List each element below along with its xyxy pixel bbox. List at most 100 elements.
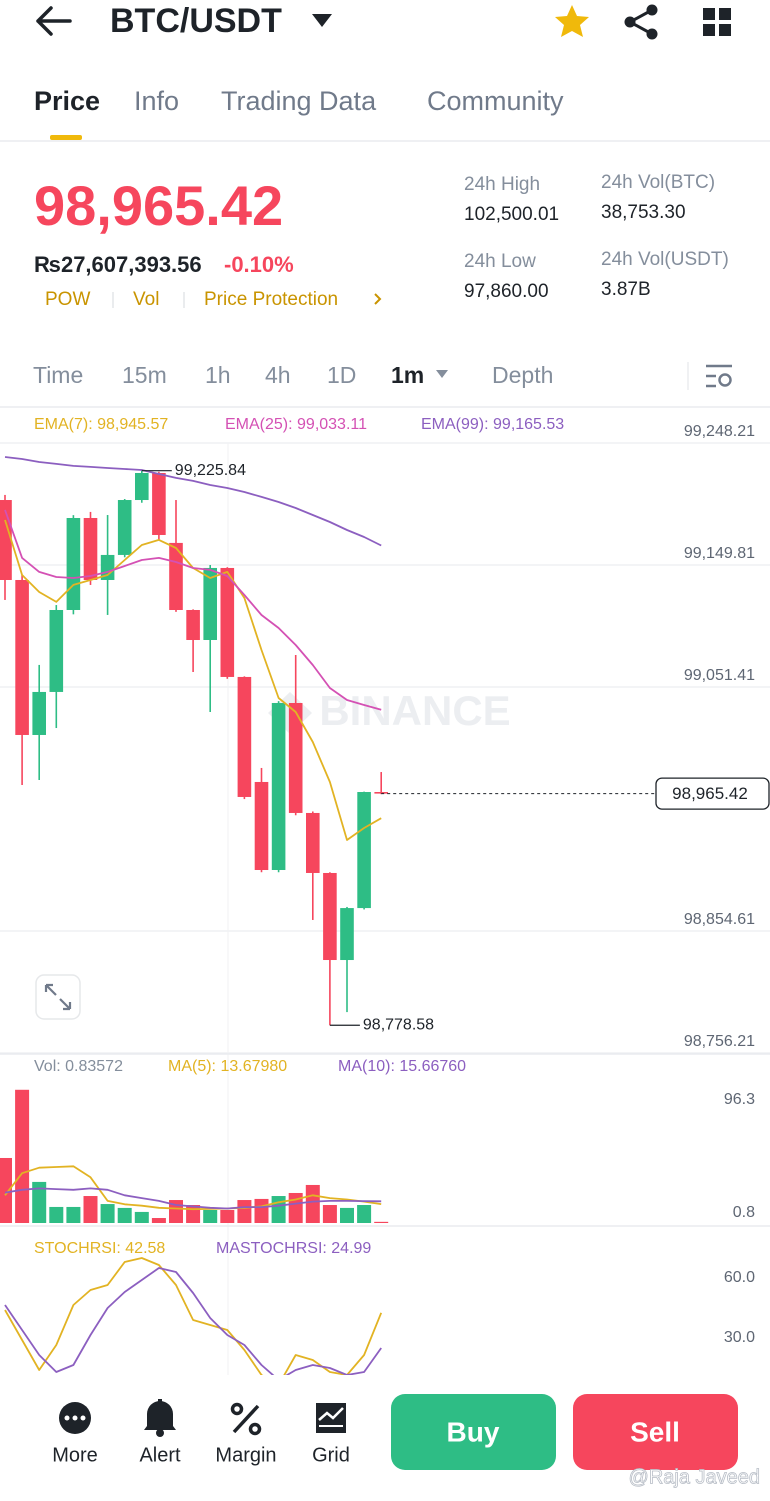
stat-value: 102,500.01 bbox=[464, 204, 559, 225]
candle-body bbox=[323, 872, 337, 961]
volume-bar bbox=[322, 1205, 337, 1223]
stat-label: 24h Vol(USDT) bbox=[601, 249, 729, 270]
legend-entry: EMA(99): 99,165.53 bbox=[421, 416, 564, 433]
legend-entry: STOCHRSI: 42.58 bbox=[34, 1240, 165, 1257]
more-icon[interactable] bbox=[59, 1402, 91, 1434]
toolbar-label[interactable]: Margin bbox=[215, 1444, 276, 1466]
candle-body bbox=[15, 579, 29, 735]
y-tick-label: 96.3 bbox=[724, 1091, 755, 1108]
interval[interactable]: 1h bbox=[205, 362, 231, 388]
chart-settings-icon[interactable] bbox=[706, 364, 732, 388]
candle-body bbox=[117, 500, 132, 555]
candle-body bbox=[220, 567, 235, 677]
sell-label[interactable]: Sell bbox=[630, 1416, 680, 1447]
interval[interactable]: Depth bbox=[492, 362, 553, 388]
candle-body bbox=[340, 908, 354, 961]
share-icon[interactable] bbox=[624, 4, 658, 40]
tag-chevron bbox=[374, 293, 382, 305]
y-tick-label: 98,756.21 bbox=[684, 1033, 755, 1050]
favorite-star[interactable] bbox=[555, 5, 589, 37]
alert-icon[interactable] bbox=[144, 1399, 176, 1437]
legend-entry: EMA(7): 98,945.57 bbox=[34, 416, 168, 433]
tab[interactable]: Info bbox=[134, 86, 179, 116]
extreme-label: 98,778.58 bbox=[363, 1016, 434, 1033]
tag[interactable]: Price Protection bbox=[204, 289, 338, 310]
legend-entry: EMA(25): 99,033.11 bbox=[225, 416, 367, 433]
indicator-line bbox=[4, 1257, 383, 1375]
candle-body bbox=[152, 472, 166, 535]
indicator-line bbox=[4, 1165, 382, 1211]
credit-watermark: @Raja Javeed bbox=[629, 1466, 760, 1488]
toolbar-label[interactable]: More bbox=[52, 1444, 98, 1466]
pair-dropdown[interactable] bbox=[312, 14, 332, 27]
extreme-label: 99,225.84 bbox=[175, 462, 246, 479]
watermark-text: BINANCE bbox=[319, 687, 510, 734]
candle-body bbox=[374, 792, 388, 794]
candle-body bbox=[100, 554, 115, 580]
legend-entry: MA(10): 15.66760 bbox=[338, 1058, 466, 1075]
tab[interactable]: Trading Data bbox=[221, 86, 377, 116]
buy-label[interactable]: Buy bbox=[447, 1416, 500, 1447]
back-button[interactable] bbox=[36, 6, 72, 36]
interval-dropdown[interactable] bbox=[436, 370, 448, 378]
candle-body bbox=[66, 517, 81, 610]
volume-bar bbox=[83, 1196, 98, 1223]
volume-bar bbox=[0, 1157, 12, 1223]
margin-icon[interactable] bbox=[230, 1402, 262, 1436]
sell-button[interactable] bbox=[573, 1394, 738, 1470]
volume-bar bbox=[254, 1198, 269, 1223]
interval[interactable]: 1D bbox=[327, 362, 356, 388]
toolbar-label[interactable]: Grid bbox=[312, 1444, 350, 1466]
volume-chart bbox=[0, 1089, 389, 1223]
tag[interactable]: Vol bbox=[133, 289, 159, 310]
volume-bar bbox=[374, 1221, 389, 1223]
indicator-line bbox=[4, 509, 382, 711]
layout-icon[interactable] bbox=[703, 8, 731, 36]
volume-bar bbox=[186, 1205, 201, 1223]
volume-bar bbox=[220, 1209, 235, 1223]
candle-body bbox=[288, 702, 303, 813]
stat-value: 3.87B bbox=[601, 279, 651, 300]
expand-button[interactable] bbox=[35, 974, 81, 1020]
chart-labels: 99,248.21 99,149.81 99,051.41 98,854.61 98,7… bbox=[34, 416, 770, 1346]
buy-button[interactable] bbox=[391, 1394, 556, 1470]
last-price-label: 98,965.42 bbox=[672, 784, 748, 803]
toolbar: More Alert Margin Grid bbox=[52, 1444, 350, 1466]
candle-body bbox=[83, 517, 98, 580]
volume-bar bbox=[15, 1089, 30, 1223]
tab[interactable]: Community bbox=[427, 86, 564, 116]
volume-bar bbox=[134, 1211, 149, 1223]
stat-value: 38,753.30 bbox=[601, 202, 686, 223]
stat-value: 97,860.00 bbox=[464, 281, 549, 302]
volume-bar bbox=[271, 1196, 286, 1223]
interval[interactable]: Time bbox=[33, 362, 83, 388]
tag[interactable]: POW bbox=[45, 289, 90, 310]
grid-icon[interactable] bbox=[316, 1403, 346, 1433]
tab[interactable]: Price bbox=[34, 86, 100, 116]
pair-title[interactable]: BTC/USDT bbox=[110, 2, 282, 40]
legend-entry: MASTOCHRSI: 24.99 bbox=[216, 1240, 371, 1257]
y-tick-label: 99,149.81 bbox=[684, 545, 755, 562]
stochrsi-chart bbox=[4, 1257, 383, 1375]
stat-label: 24h Vol(BTC) bbox=[601, 172, 715, 193]
tab-bar: Price Info Trading Data Community bbox=[34, 86, 564, 140]
y-tick-label: 60.0 bbox=[724, 1269, 755, 1286]
indicator-line bbox=[4, 1267, 382, 1375]
toolbar-label[interactable]: Alert bbox=[139, 1444, 181, 1466]
interval[interactable]: 4h bbox=[265, 362, 291, 388]
volume-bar bbox=[151, 1218, 166, 1223]
y-tick-label: 30.0 bbox=[724, 1329, 755, 1346]
panel-label: Vol: 0.83572 bbox=[34, 1058, 123, 1075]
interval[interactable]: 1m bbox=[391, 362, 424, 388]
interval[interactable]: 15m bbox=[122, 362, 167, 388]
stat-label: 24h High bbox=[464, 174, 540, 195]
fiat-price: ₨27,607,393.56 bbox=[34, 252, 202, 277]
last-price-box bbox=[655, 777, 770, 810]
candle-body bbox=[357, 792, 371, 909]
y-tick-label: 98,854.61 bbox=[684, 911, 755, 928]
stat-label: 24h Low bbox=[464, 251, 536, 272]
grid bbox=[0, 442, 770, 1054]
volume-bar bbox=[357, 1205, 372, 1223]
volume-bar bbox=[203, 1209, 218, 1223]
